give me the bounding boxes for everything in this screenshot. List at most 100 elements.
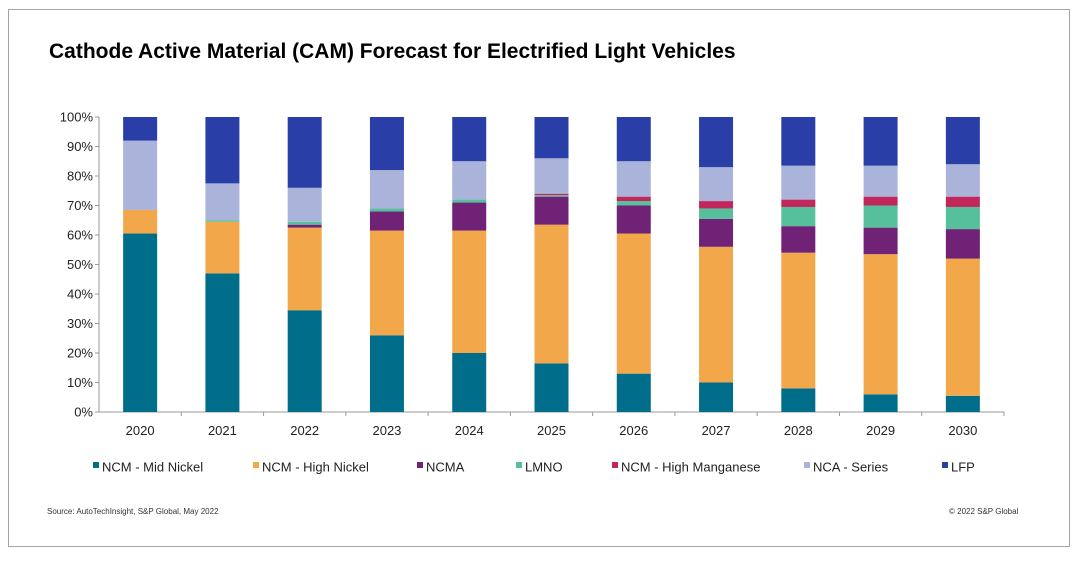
bar-segment [287, 310, 322, 412]
x-tick-label: 2026 [619, 423, 648, 438]
bar-segment [534, 195, 569, 197]
y-tick-label: 50% [67, 257, 93, 272]
bar-segment [452, 199, 487, 203]
x-tick-label: 2024 [455, 423, 484, 438]
legend-swatch [93, 462, 99, 468]
bar-segment [369, 230, 404, 336]
x-tick-label: 2021 [208, 423, 237, 438]
bar-segment [863, 394, 898, 412]
bar-segment [699, 246, 734, 383]
bar-segment [616, 117, 651, 162]
bar-segment [369, 208, 404, 212]
bar-segment [534, 224, 569, 364]
legend-swatch [417, 462, 423, 468]
y-tick-label: 30% [67, 316, 93, 331]
bar-segment [616, 205, 651, 234]
bar-segment [616, 233, 651, 374]
bar-segment [699, 382, 734, 412]
bar-segment [945, 229, 980, 259]
x-tick-label: 2023 [372, 423, 401, 438]
bar-segment [287, 221, 322, 225]
bar-segment [287, 227, 322, 311]
x-tick-label: 2028 [784, 423, 813, 438]
bar-segment [863, 205, 898, 228]
y-tick-label: 10% [67, 375, 93, 390]
bar-segment [863, 165, 898, 197]
bar-segment [452, 202, 487, 231]
bar-segment [699, 167, 734, 202]
bar-segment [699, 218, 734, 247]
bar-segment [781, 252, 816, 389]
bar-segment [781, 206, 816, 227]
bar-segment [945, 206, 980, 230]
legend-swatch [942, 462, 948, 468]
legend-label: LMNO [525, 460, 563, 475]
bar-segment [616, 196, 651, 202]
bar-segment [452, 161, 487, 200]
y-tick-label: 100% [60, 110, 94, 125]
source-note: Source: AutoTechInsight, S&P Global, May… [47, 507, 219, 516]
bar-segment [863, 196, 898, 206]
legend-swatch [253, 462, 259, 468]
legend-label: NCM - Mid Nickel [102, 460, 203, 475]
y-tick-label: 0% [74, 405, 93, 420]
chart-title: Cathode Active Material (CAM) Forecast f… [49, 40, 736, 63]
bar-segment [123, 209, 158, 234]
bar-segment [205, 221, 240, 274]
bar-segment [205, 220, 240, 222]
bar-segment [781, 117, 816, 166]
legend-label: NCM - High Nickel [262, 460, 369, 475]
bar-segment [863, 117, 898, 166]
legend-label: NCM - High Manganese [621, 460, 760, 475]
bar-segment [534, 196, 569, 225]
bar-segment [369, 117, 404, 171]
bar-segment [945, 117, 980, 165]
bar-segment [369, 170, 404, 209]
bar-segment [123, 117, 158, 141]
x-tick-label: 2030 [948, 423, 977, 438]
y-tick-label: 80% [67, 169, 93, 184]
bar-segment [781, 388, 816, 412]
y-tick-label: 20% [67, 346, 93, 361]
bar-segment [123, 233, 158, 412]
bar-segment [616, 161, 651, 197]
bar-segment [123, 140, 158, 210]
bar-segment [699, 117, 734, 168]
bar-segment [945, 258, 980, 396]
bar-segment [287, 117, 322, 188]
bar-segment [534, 193, 569, 196]
bar-segment [205, 183, 240, 221]
bar-segment [945, 164, 980, 197]
bar-segment [287, 187, 322, 222]
y-tick-label: 70% [67, 198, 93, 213]
bar-segment [534, 158, 569, 194]
y-tick-label: 90% [67, 139, 93, 154]
bar-segment [699, 208, 734, 219]
bar-segment [616, 373, 651, 412]
legend-swatch [612, 462, 618, 468]
bar-segment [945, 395, 980, 412]
bar-segment [369, 211, 404, 231]
bar-segment [616, 201, 651, 206]
bar-segment [863, 227, 898, 255]
bar-segment [369, 335, 404, 412]
bar-segment [781, 226, 816, 253]
bar-segment [863, 254, 898, 395]
x-tick-label: 2025 [537, 423, 566, 438]
bar-segment [452, 117, 487, 162]
y-tick-label: 40% [67, 287, 93, 302]
bar-segment [452, 353, 487, 412]
bar-segment [205, 117, 240, 184]
bar-segment [945, 196, 980, 207]
copyright-note: © 2022 S&P Global [949, 507, 1019, 516]
y-tick-label: 60% [67, 228, 93, 243]
legend-swatch [804, 462, 810, 468]
legend-label: NCMA [426, 460, 465, 475]
bar-segment [534, 117, 569, 159]
x-tick-label: 2022 [290, 423, 319, 438]
bar-segment [287, 224, 322, 228]
legend-label: NCA - Series [813, 460, 889, 475]
x-tick-label: 2029 [866, 423, 895, 438]
bar-segment [534, 363, 569, 412]
